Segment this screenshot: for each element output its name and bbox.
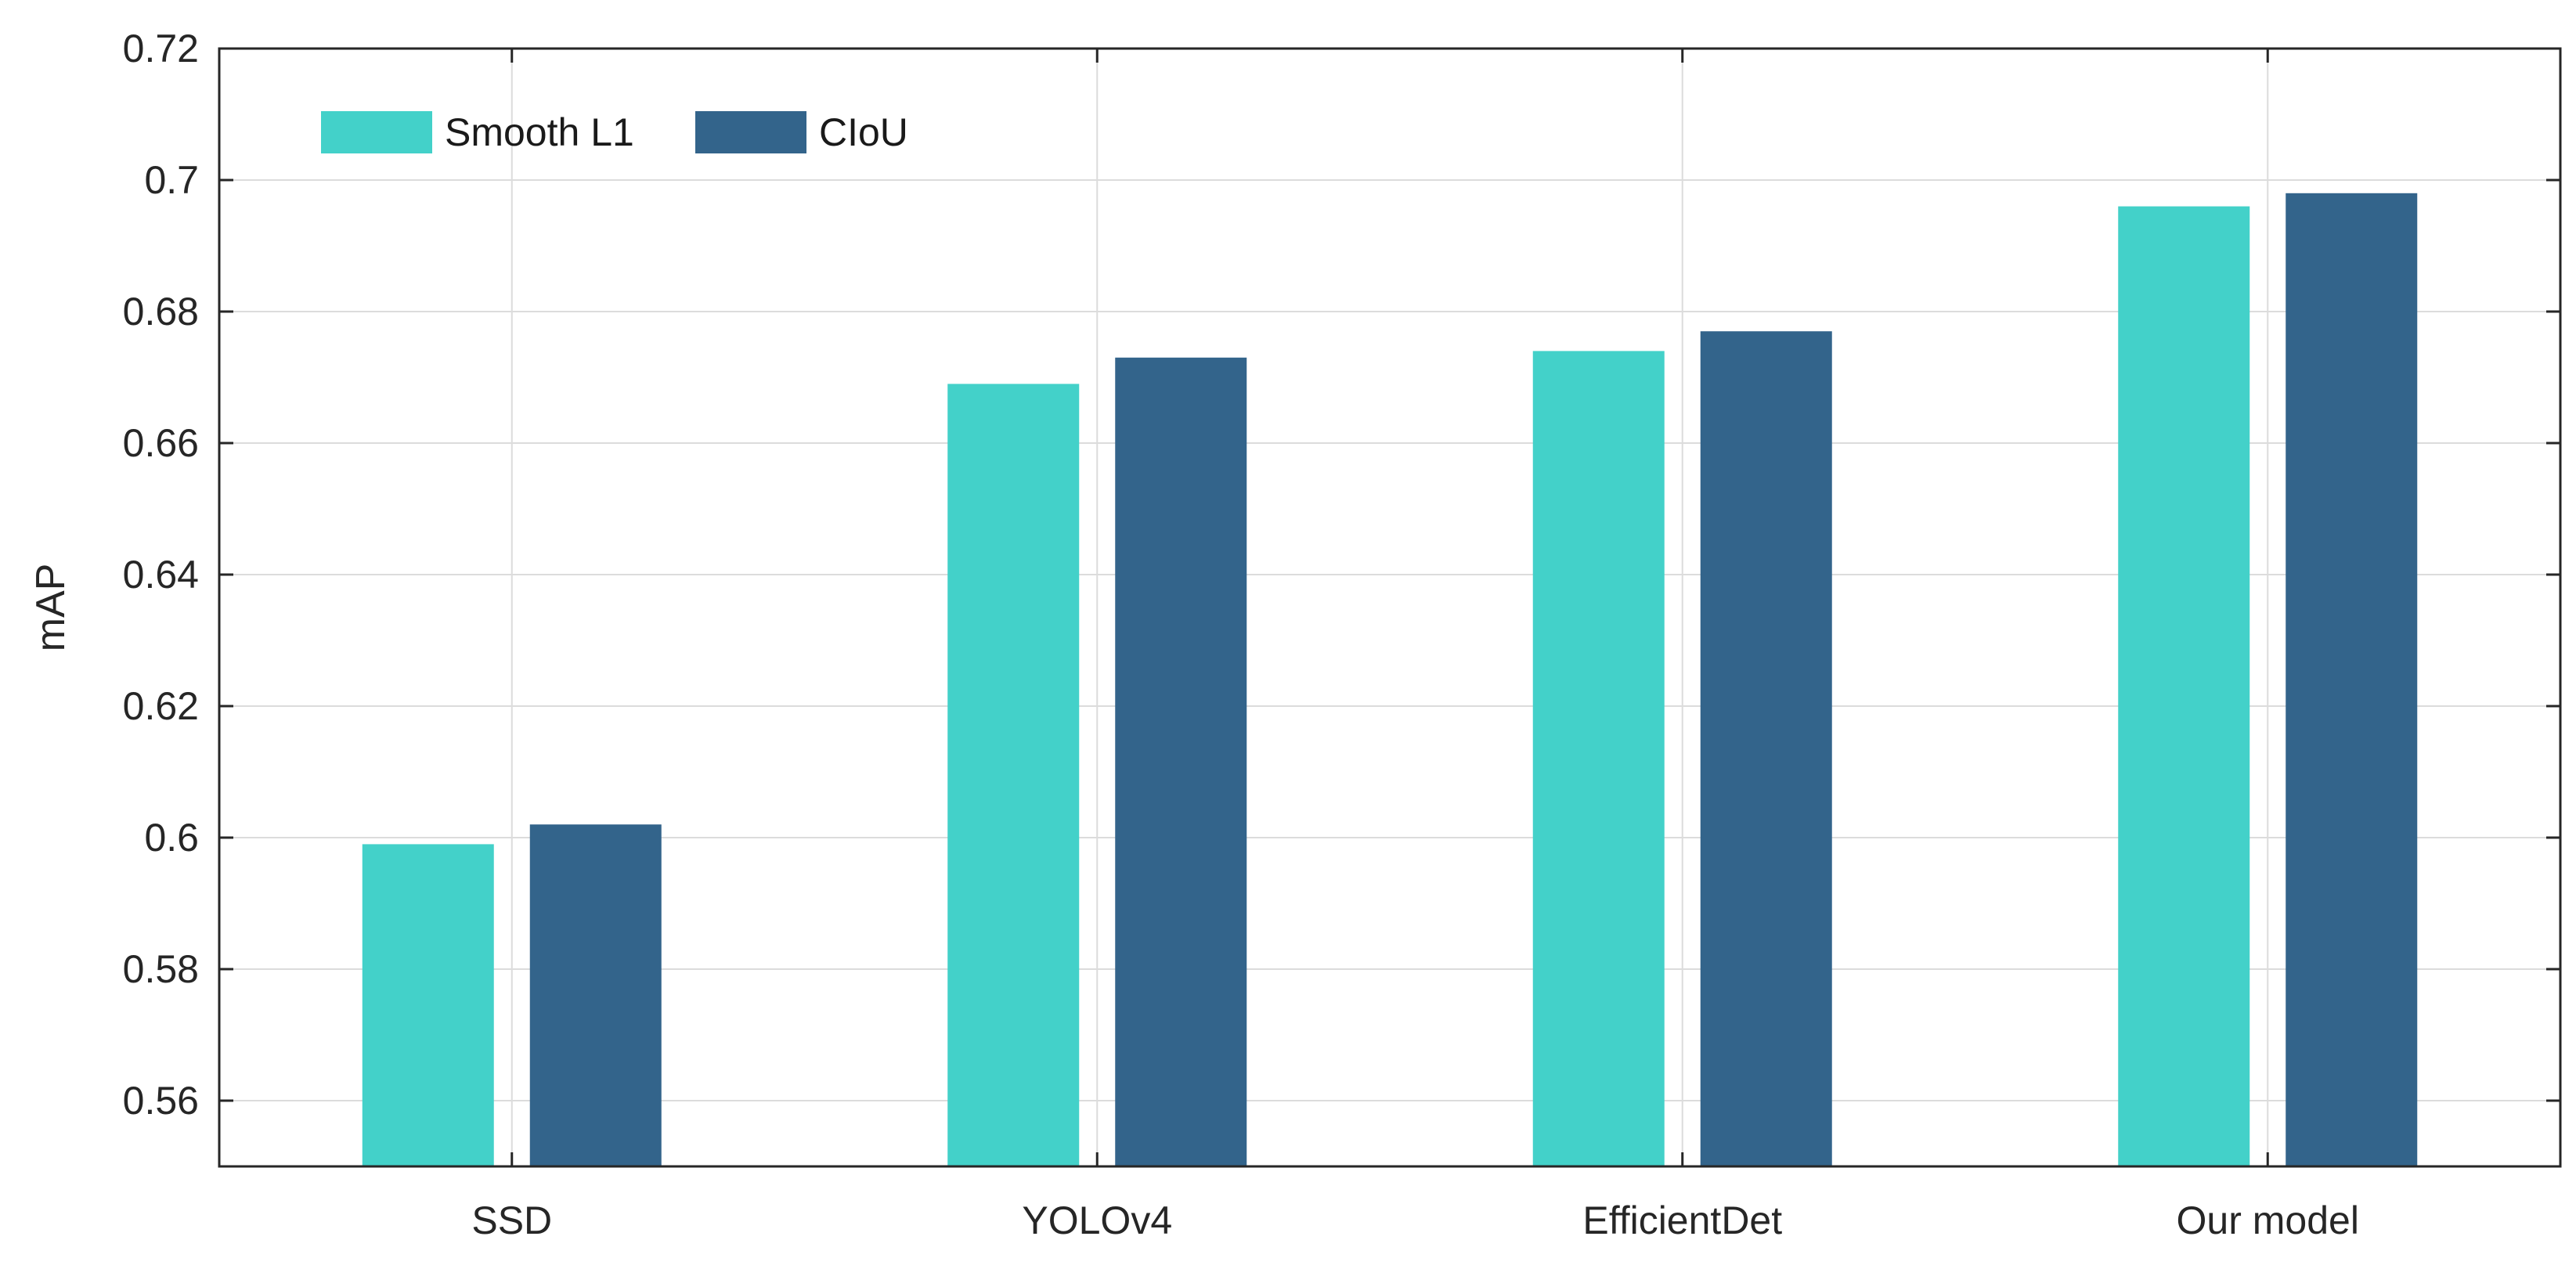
x-axis-ticks: SSD YOLOv4 EfficientDet Our model (471, 49, 2359, 1242)
y-tick-label: 0.7 (144, 158, 199, 202)
y-tick-label: 0.58 (123, 947, 199, 991)
y-tick-label: 0.62 (123, 684, 199, 728)
bar-ciou-ssd (529, 824, 662, 1166)
y-tick-label: 0.56 (123, 1079, 199, 1123)
legend-label: Smooth L1 (445, 110, 634, 154)
y-tick-label: 0.64 (123, 553, 199, 597)
x-tick-label: YOLOv4 (1022, 1199, 1172, 1242)
legend-swatch-ciou (695, 111, 806, 153)
x-tick-label: SSD (471, 1199, 552, 1242)
legend-label: CIoU (819, 110, 908, 154)
y-axis-ticks: 0.56 0.58 0.6 0.62 0.64 0.66 0.68 0.7 0.72 (123, 27, 2560, 1123)
y-tick-label: 0.6 (144, 816, 199, 860)
y-axis-title: mAP (28, 564, 74, 652)
bars-group (362, 193, 2418, 1167)
x-tick-label: EfficientDet (1582, 1199, 1782, 1242)
y-tick-label: 0.68 (123, 290, 199, 333)
bar-smooth-l1-efficientdet (1532, 351, 1665, 1166)
y-tick-label: 0.66 (123, 421, 199, 465)
legend-swatch-smooth-l1 (321, 111, 432, 153)
plot-frame (218, 47, 2562, 1168)
bar-smooth-l1-yolov4 (947, 384, 1080, 1166)
bar-ciou-yolov4 (1115, 357, 1247, 1166)
bar-ciou-efficientdet (1700, 331, 1832, 1167)
bar-ciou-our-model (2286, 193, 2418, 1166)
y-tick-label: 0.72 (123, 27, 199, 70)
bar-smooth-l1-our-model (2118, 206, 2250, 1167)
bar-smooth-l1-ssd (362, 844, 494, 1166)
x-tick-label: Our model (2177, 1199, 2359, 1242)
legend: Smooth L1 CIoU (321, 110, 908, 154)
